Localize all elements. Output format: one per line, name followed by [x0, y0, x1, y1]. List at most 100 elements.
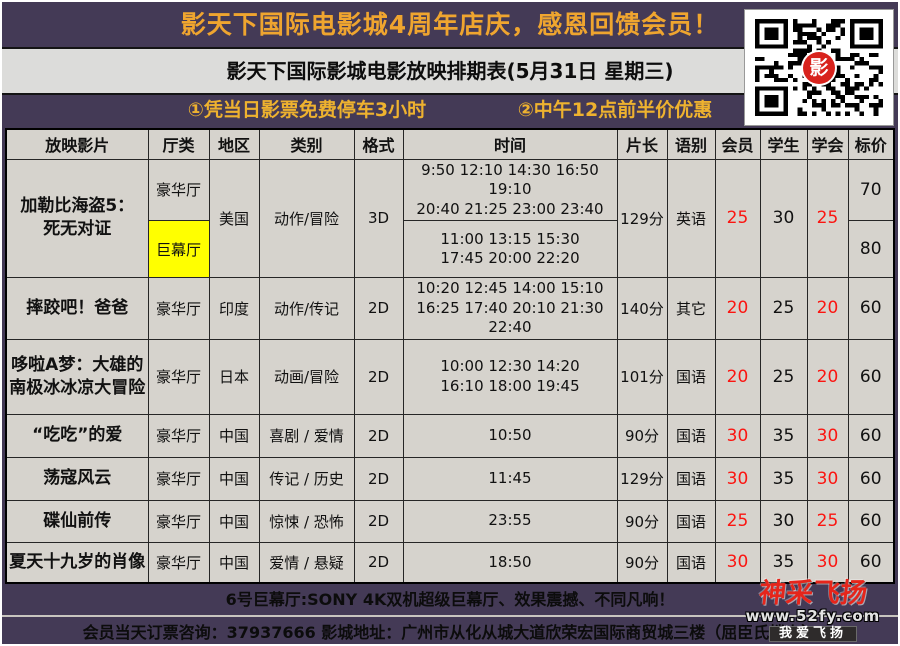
col-header-duration: 片长 [616, 128, 668, 160]
times-cell: 10:00 12:30 14:20 16:10 18:00 19:45 [402, 338, 618, 415]
movie-row: 碟仙前传 豪华厅 中国 惊悚 / 恐怖 2D 23:55 90分 国语 25 30 25 60 [5, 499, 895, 543]
contact-text: 会员当天订票咨询：37937666 影城地址：广州市从化从城大道欣荣宏国际商贸城… [82, 623, 818, 642]
duration-cell: 90分 [616, 413, 668, 458]
promo-half-price: ②中午12点前半价优惠 [517, 99, 713, 121]
list-price-cell: 60 [847, 456, 895, 501]
format-cell: 2D [353, 277, 404, 340]
member-price-cell: 20 [714, 338, 761, 415]
society-price-cell: 20 [806, 338, 849, 415]
promo-parking: ①凭当日影票免费停车3小时 [187, 99, 427, 121]
genre-cell: 惊悚 / 恐怖 [258, 499, 355, 543]
qr-center-logo: 影 [801, 49, 837, 86]
promo-band: ①凭当日影票免费停车3小时 ②中午12点前半价优惠 [2, 95, 898, 126]
list-price-cell: 70 [847, 158, 895, 221]
hall-cell: 豪华厅 [147, 158, 210, 221]
list-price-cell: 60 [847, 541, 895, 584]
movie-row: 加勒比海盗5： 死无对证 豪华厅 美国 动作/冒险 3D 9:50 12:10 14:30 … [5, 158, 895, 278]
language-cell: 国语 [666, 541, 716, 584]
banner: 影天下国际电影城4周年店庆，感恩回馈会员！ [2, 2, 898, 47]
member-price-cell: 25 [714, 499, 761, 543]
times-cell: 10:50 [402, 413, 618, 458]
movie-title-cell: 荡寇风云 [5, 456, 149, 501]
society-price-cell: 30 [806, 413, 849, 458]
genre-cell: 动画/冒险 [258, 338, 355, 415]
society-price-cell: 25 [806, 158, 849, 278]
duration-cell: 90分 [616, 499, 668, 543]
movie-row: 荡寇风云 豪华厅 中国 传记 / 历史 2D 11:45 129分 国语 30 35 30 60 [5, 456, 895, 501]
times-cell: 11:45 [402, 456, 618, 501]
language-cell: 英语 [666, 158, 716, 278]
member-price-cell: 30 [714, 541, 761, 584]
student-price-cell: 35 [759, 541, 808, 584]
hall-cell: 巨幕厅 [147, 220, 210, 278]
format-cell: 2D [353, 338, 404, 415]
footer-imax-note: 6号巨幕厅:SONY 4K双机超级巨幕厅、效果震撼、不同凡响！ [2, 584, 898, 615]
schedule-title: 影天下国际影城电影放映排期表(5月31日 星期三) [226, 59, 674, 83]
times-cell: 11:00 13:15 15:30 17:45 20:00 22:20 [402, 220, 618, 278]
language-cell: 国语 [666, 338, 716, 415]
genre-cell: 传记 / 历史 [258, 456, 355, 501]
student-price-cell: 25 [759, 277, 808, 340]
col-header-hall: 厅类 [147, 128, 210, 160]
member-price-cell: 30 [714, 413, 761, 458]
hall-cell: 豪华厅 [147, 541, 210, 584]
duration-cell: 129分 [616, 158, 668, 278]
movie-row: 哆啦A梦：大雄的 南极冰冰凉大冒险 豪华厅 日本 动画/冒险 2D 10:00 12:30 … [5, 338, 895, 415]
language-cell: 其它 [666, 277, 716, 340]
student-price-cell: 25 [759, 338, 808, 415]
language-cell: 国语 [666, 456, 716, 501]
header-row: 放映影片 厅类 地区 类别 格式 时间 片长 语别 会员 学生 学会 标价 [5, 128, 895, 160]
watermark-tagline: 我爱飞扬 [768, 626, 857, 642]
format-cell: 3D [353, 158, 404, 278]
student-price-cell: 35 [759, 456, 808, 501]
member-price-cell: 20 [714, 277, 761, 340]
movie-title-cell: 夏天十九岁的肖像 [5, 541, 149, 584]
duration-cell: 129分 [616, 456, 668, 501]
student-price-cell: 35 [759, 413, 808, 458]
watermark: 神采飞扬 www.52fy.com 我爱飞扬 [732, 578, 894, 642]
region-cell: 印度 [208, 277, 260, 340]
region-cell: 日本 [208, 338, 260, 415]
region-cell: 中国 [208, 499, 260, 543]
banner-title: 影天下国际电影城4周年店庆，感恩回馈会员！ [180, 10, 720, 39]
col-header-language: 语别 [666, 128, 716, 160]
genre-cell: 爱情 / 悬疑 [258, 541, 355, 584]
society-price-cell: 20 [806, 277, 849, 340]
col-header-region: 地区 [208, 128, 260, 160]
movie-row: “吃吃”的爱 豪华厅 中国 喜剧 / 爱情 2D 10:50 90分 国语 30 35 30 60 [5, 413, 895, 458]
footer-contact: 会员当天订票咨询：37937666 影城地址：广州市从化从城大道欣荣宏国际商贸城… [2, 615, 898, 644]
format-cell: 2D [353, 413, 404, 458]
region-cell: 中国 [208, 413, 260, 458]
region-cell: 中国 [208, 456, 260, 501]
movie-title-cell: 哆啦A梦：大雄的 南极冰冰凉大冒险 [5, 338, 149, 415]
region-cell: 中国 [208, 541, 260, 584]
col-header-genre: 类别 [258, 128, 355, 160]
imax-note-text: 6号巨幕厅:SONY 4K双机超级巨幕厅、效果震撼、不同凡响！ [225, 590, 675, 609]
list-price-cell: 80 [847, 220, 895, 278]
hall-cell: 豪华厅 [147, 456, 210, 501]
movie-title-cell: “吃吃”的爱 [5, 413, 149, 458]
col-header-student: 学生 [759, 128, 808, 160]
student-price-cell: 30 [759, 499, 808, 543]
member-price-cell: 30 [714, 456, 761, 501]
qr-code: 影 [745, 10, 893, 125]
col-header-times: 时间 [402, 128, 618, 160]
times-cell: 10:20 12:45 14:00 15:10 16:25 17:40 20:10… [402, 277, 618, 340]
col-header-society: 学会 [806, 128, 849, 160]
genre-cell: 动作/冒险 [258, 158, 355, 278]
format-cell: 2D [353, 541, 404, 584]
movie-title-cell: 摔跤吧！爸爸 [5, 277, 149, 340]
hall-cell: 豪华厅 [147, 499, 210, 543]
col-header-price: 标价 [847, 128, 895, 160]
format-cell: 2D [353, 456, 404, 501]
schedule-body: 加勒比海盗5： 死无对证 豪华厅 美国 动作/冒险 3D 9:50 12:10 14:30 … [5, 158, 895, 584]
genre-cell: 喜剧 / 爱情 [258, 413, 355, 458]
society-price-cell: 30 [806, 541, 849, 584]
format-cell: 2D [353, 499, 404, 543]
duration-cell: 101分 [616, 338, 668, 415]
society-price-cell: 30 [806, 456, 849, 501]
hall-cell: 豪华厅 [147, 413, 210, 458]
hall-cell: 豪华厅 [147, 338, 210, 415]
col-header-format: 格式 [353, 128, 404, 160]
